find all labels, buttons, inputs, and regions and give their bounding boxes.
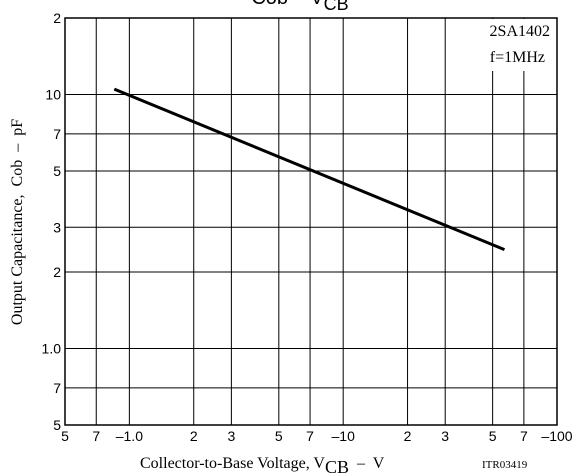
x-tick-label: 5 <box>61 428 69 444</box>
y-tick-label: 7 <box>53 126 61 142</box>
x-tick-label: –100 <box>541 428 572 444</box>
y-tick-label: 2 <box>53 264 61 280</box>
title-text: Cob – V <box>251 0 324 9</box>
x-label-subscript: CB <box>325 457 349 474</box>
figure-code: ITR03419 <box>482 459 528 471</box>
x-tick-label: 2 <box>190 428 198 444</box>
x-tick-label: 5 <box>489 428 497 444</box>
x-tick-label: 7 <box>520 428 528 444</box>
x-axis-label: Collector-to-Base Voltage, VCB – V <box>140 455 385 474</box>
annotation-box <box>448 19 556 71</box>
x-label-text: Collector-to-Base Voltage, V <box>140 455 325 472</box>
y-tick-label: 3 <box>53 219 61 235</box>
annotation: 2SA1402 <box>490 23 550 40</box>
x-label-suffix: – V <box>349 455 385 472</box>
grid <box>64 17 558 426</box>
data-line <box>113 87 506 252</box>
title-subscript: CB <box>324 0 349 14</box>
x-tick-label: –1.0 <box>116 428 143 444</box>
x-tick-label: 3 <box>227 428 235 444</box>
y-tick-label: 5 <box>53 417 61 433</box>
plot-frame <box>64 17 558 426</box>
x-tick-label: 7 <box>306 428 314 444</box>
y-tick-label: 10 <box>45 86 61 102</box>
x-tick-label: 2 <box>404 428 412 444</box>
x-tick-label: 5 <box>275 428 283 444</box>
y-tick-label: 5 <box>53 163 61 179</box>
y-tick-label: 2 <box>53 10 61 26</box>
x-tick-label: 7 <box>92 428 100 444</box>
y-axis-label: Output Capacitance, Cob – pF <box>9 119 26 325</box>
y-tick-label: 1.0 <box>42 341 62 357</box>
y-tick-label: 7 <box>53 380 61 396</box>
x-tick-label: 3 <box>441 428 449 444</box>
annotation: f=1MHz <box>490 49 545 66</box>
chart-title: Cob – VCB <box>251 0 348 14</box>
x-tick-label: –10 <box>332 428 356 444</box>
